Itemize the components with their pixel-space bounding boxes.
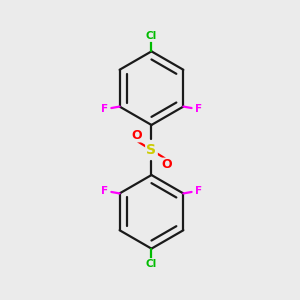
Text: F: F (195, 186, 202, 196)
Text: S: S (146, 143, 157, 157)
Text: F: F (101, 186, 108, 196)
Text: Cl: Cl (146, 259, 157, 269)
Text: F: F (195, 104, 202, 114)
Text: F: F (101, 104, 108, 114)
Text: O: O (161, 158, 172, 171)
Text: Cl: Cl (146, 31, 157, 41)
Text: O: O (131, 129, 142, 142)
